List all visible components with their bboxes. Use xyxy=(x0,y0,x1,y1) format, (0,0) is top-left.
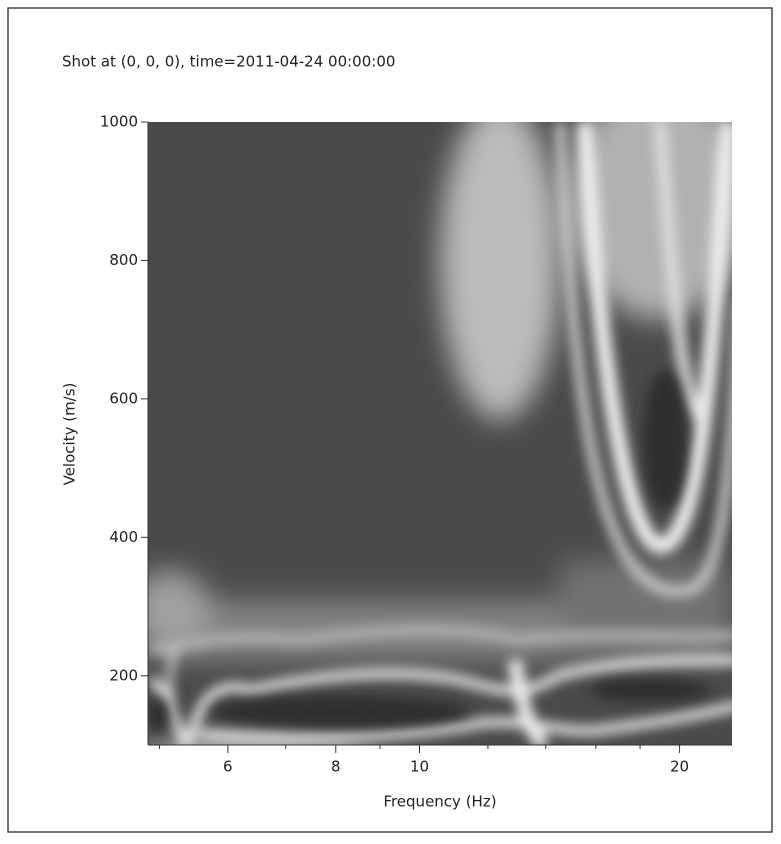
chart-title: Shot at (0, 0, 0), time=2011-04-24 00:00… xyxy=(62,53,395,71)
y-tick-label: 1000 xyxy=(100,113,138,131)
x-tick-label: 20 xyxy=(670,758,689,776)
x-axis-label: Frequency (Hz) xyxy=(383,793,496,811)
heatmap-image xyxy=(148,122,732,745)
x-tick-label: 10 xyxy=(410,758,429,776)
y-tick-label: 600 xyxy=(109,389,138,407)
y-tick-label: 400 xyxy=(109,528,138,546)
x-tick-label: 6 xyxy=(223,758,233,776)
x-tick-label: 8 xyxy=(331,758,341,776)
y-tick-label: 200 xyxy=(109,666,138,684)
y-tick-label: 800 xyxy=(109,251,138,269)
y-axis-label: Velocity (m/s) xyxy=(61,383,79,486)
